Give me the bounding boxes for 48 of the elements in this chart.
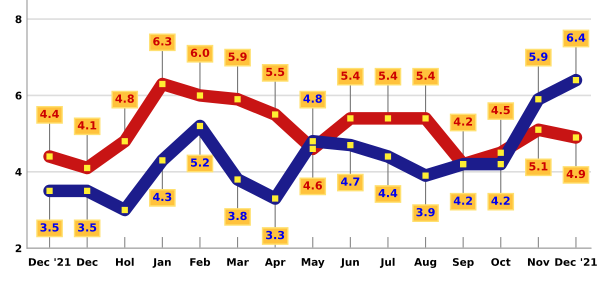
y-tick-label: 8 <box>16 15 22 24</box>
x-tick-label: Hol <box>116 258 134 266</box>
data-label: 4.2 <box>454 117 472 126</box>
y-tick-label: 4 <box>15 168 22 176</box>
data-label: 5.1 <box>529 162 548 171</box>
x-tick-label: Dec '21 <box>28 258 70 266</box>
x-tick-label: Nov <box>528 258 550 266</box>
data-label: 5.4 <box>378 72 398 80</box>
x-tick-label: Dec <box>77 258 98 266</box>
x-tick-label: Jul <box>380 258 395 268</box>
data-label: 3.9 <box>416 208 435 216</box>
y-tick-label: 6 <box>16 92 22 100</box>
data-label: 4.5 <box>491 106 510 114</box>
x-tick-label: Dec '21 <box>555 258 597 266</box>
data-label: 5.9 <box>529 52 548 61</box>
data-label: 5.4 <box>341 72 360 80</box>
data-label: 3.5 <box>78 223 96 232</box>
data-label: 5.5 <box>266 68 284 76</box>
data-label: 3.8 <box>228 212 247 220</box>
data-label: 4.1 <box>78 121 96 130</box>
x-tick-label: Feb <box>190 258 210 266</box>
x-tick-label: Sep <box>452 258 474 268</box>
data-label: 4.4 <box>40 110 59 118</box>
data-label: 6.0 <box>190 48 210 58</box>
data-label: 4.7 <box>341 178 360 186</box>
data-label: 5.9 <box>228 52 247 61</box>
data-label: 4.8 <box>115 94 134 103</box>
data-label: 6.3 <box>153 37 172 46</box>
data-label: 6.4 <box>566 33 586 42</box>
data-label: 4.2 <box>454 196 472 205</box>
x-tick-label: Apr <box>264 258 286 268</box>
x-tick-label: Aug <box>414 258 436 268</box>
data-label: 4.4 <box>378 188 398 198</box>
y-tick-label: 2 <box>16 244 22 252</box>
data-label: 4.2 <box>491 196 510 205</box>
x-tick-label: Jan <box>152 258 171 268</box>
x-tick-label: Mar <box>227 258 249 266</box>
data-label: 3.5 <box>40 223 59 232</box>
data-label: 5.2 <box>190 158 209 167</box>
data-label: 5.4 <box>416 72 435 80</box>
data-label: 4.8 <box>303 94 322 103</box>
x-tick-label: May <box>302 258 324 268</box>
data-label: 4.9 <box>566 170 586 178</box>
data-label: 4.6 <box>303 181 322 190</box>
data-label: 3.3 <box>266 230 284 240</box>
data-label: 4.3 <box>153 192 172 202</box>
x-tick-label: Oct <box>491 258 511 266</box>
x-tick-label: Jun <box>340 258 359 268</box>
